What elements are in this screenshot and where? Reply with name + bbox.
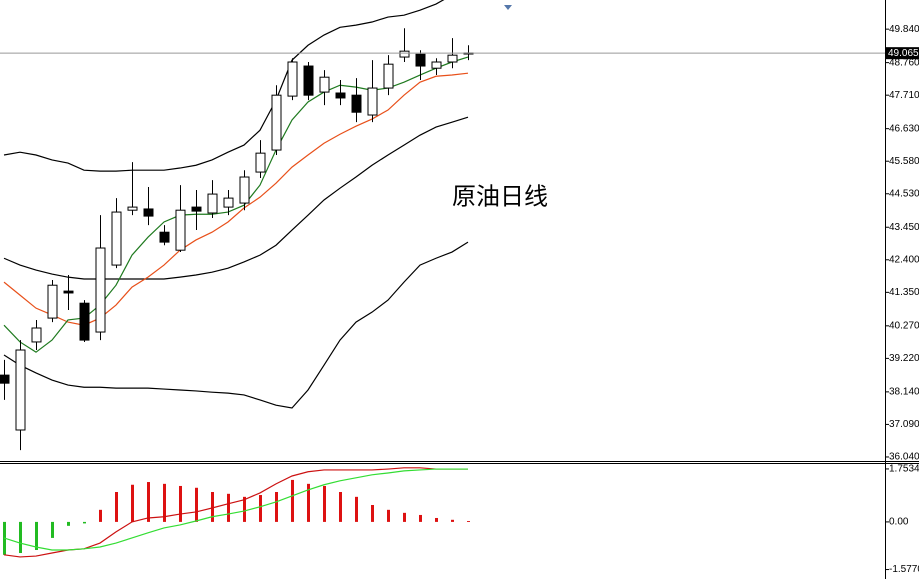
y-tick-label: 36.040 [889, 452, 919, 463]
candle-body [159, 231, 170, 243]
candle-body [207, 193, 218, 214]
price-panel [0, 0, 474, 451]
indicator-line [3, 241, 469, 409]
candle-body [319, 76, 330, 93]
candle-body [0, 374, 10, 384]
candle-body [127, 206, 138, 211]
indicator-panel [3, 467, 470, 558]
y-tick-label: 37.090 [889, 419, 919, 430]
candle-body [191, 206, 202, 212]
indicator-line [3, 116, 469, 280]
candle-body [223, 197, 234, 208]
candle-body [239, 176, 250, 204]
candle-body [287, 61, 298, 97]
last-price-box [886, 47, 919, 60]
candle-body [143, 208, 154, 217]
y-tick-label: 44.530 [889, 188, 919, 199]
indicator-line [3, 468, 468, 551]
candle-body [303, 65, 314, 96]
candle-body [63, 290, 74, 294]
candle-body [111, 211, 122, 266]
y-tick-label: 1.75343 [889, 464, 919, 475]
candle-body [271, 94, 282, 151]
y-tick-label: 40.270 [889, 320, 919, 331]
y-tick-label: 39.220 [889, 353, 919, 364]
candle-body [15, 349, 26, 431]
candle-body [335, 92, 346, 99]
candle-body [47, 284, 58, 319]
candle-body [95, 247, 106, 333]
annotation: 原油日线 [452, 183, 548, 210]
shift-marker [504, 5, 512, 10]
y-tick-label: 42.400 [889, 254, 919, 265]
last-price-label: 49.065 [888, 48, 919, 59]
y-tick-label: 49.840 [889, 24, 919, 35]
candle-body [31, 327, 42, 343]
y-tick-label: 45.580 [889, 156, 919, 167]
y-tick-label: 0.00 [889, 517, 909, 528]
y-tick-label: 46.630 [889, 123, 919, 134]
candle-body [255, 152, 266, 173]
candle-body [79, 302, 90, 341]
candle-body [399, 50, 410, 58]
y-tick-label: 43.450 [889, 222, 919, 233]
y-tick-label: -1.5770 [889, 564, 919, 575]
candle-body [415, 53, 426, 67]
candle-body [367, 87, 378, 116]
candle-body [351, 94, 362, 113]
y-tick-label: 41.350 [889, 287, 919, 298]
y-tick-label: 38.140 [889, 387, 919, 398]
indicator-line [3, 0, 445, 172]
y-tick-label: 47.710 [889, 90, 919, 101]
candle-body [431, 61, 442, 69]
y-tick-label: 48.760 [889, 57, 919, 68]
candle-body [175, 209, 186, 251]
candle-body [383, 63, 394, 89]
candle-body [447, 54, 458, 63]
